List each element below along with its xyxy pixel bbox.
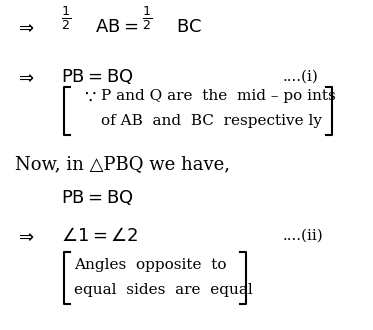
Text: equal  sides  are  equal: equal sides are equal — [74, 283, 253, 297]
Text: of AB  and  BC  respective ly: of AB and BC respective ly — [101, 115, 323, 128]
Text: $\frac{1}{2}$: $\frac{1}{2}$ — [142, 5, 152, 32]
Text: $\mathrm{AB} =$: $\mathrm{AB} =$ — [95, 17, 138, 36]
Text: P and Q are  the  mid – po ints: P and Q are the mid – po ints — [101, 89, 336, 103]
Text: $\Rightarrow$: $\Rightarrow$ — [15, 17, 35, 36]
Text: $\mathrm{PB = BQ}$: $\mathrm{PB = BQ}$ — [61, 67, 134, 86]
Text: $\Rightarrow$: $\Rightarrow$ — [15, 227, 35, 245]
Text: $\mathrm{PB = BQ}$: $\mathrm{PB = BQ}$ — [61, 187, 134, 207]
Text: Angles  opposite  to: Angles opposite to — [74, 258, 227, 272]
Text: ....(ii): ....(ii) — [283, 229, 324, 243]
Text: Now, in △PBQ we have,: Now, in △PBQ we have, — [15, 156, 230, 174]
Text: $\because$: $\because$ — [81, 87, 97, 105]
Text: $\frac{1}{2}$: $\frac{1}{2}$ — [61, 5, 71, 32]
Text: $\angle 1 = \angle 2$: $\angle 1 = \angle 2$ — [61, 227, 138, 245]
Text: ....(i): ....(i) — [283, 70, 319, 84]
Text: $\Rightarrow$: $\Rightarrow$ — [15, 68, 35, 86]
Text: $\mathrm{BC}$: $\mathrm{BC}$ — [176, 17, 202, 36]
